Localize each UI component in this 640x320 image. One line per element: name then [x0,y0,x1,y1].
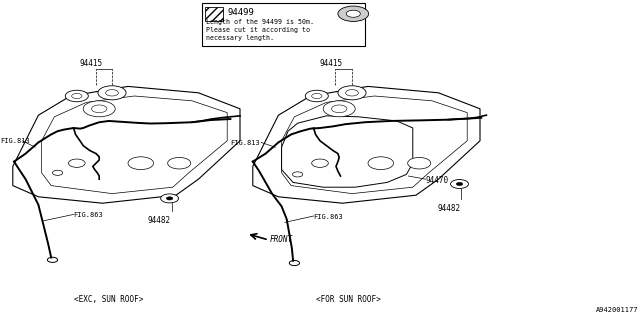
Circle shape [106,90,118,96]
Circle shape [161,194,179,203]
Circle shape [83,101,115,117]
Circle shape [312,93,322,99]
Circle shape [408,157,431,169]
Text: necessary length.: necessary length. [206,35,274,41]
Text: FIG.863: FIG.863 [74,212,103,218]
Circle shape [312,159,328,167]
Circle shape [92,105,107,113]
Circle shape [305,90,328,102]
Circle shape [128,157,154,170]
Bar [202,3,365,46]
Text: 94415: 94415 [80,60,103,68]
Circle shape [72,93,82,99]
Text: 94482: 94482 [438,204,461,213]
Text: Please cut it according to: Please cut it according to [206,27,310,33]
Circle shape [451,180,468,188]
Circle shape [168,157,191,169]
Circle shape [292,172,303,177]
Text: FIG.813: FIG.813 [1,138,30,144]
Text: 94415: 94415 [320,60,343,68]
Circle shape [332,105,347,113]
Text: FIG.813: FIG.813 [230,140,260,146]
Circle shape [166,197,173,200]
Text: <EXC, SUN ROOF>: <EXC, SUN ROOF> [74,295,143,304]
Circle shape [368,157,394,170]
Circle shape [52,170,63,175]
Circle shape [98,86,126,100]
Circle shape [65,90,88,102]
Circle shape [323,101,355,117]
Circle shape [338,6,369,21]
Text: FIG.863: FIG.863 [314,214,343,220]
Circle shape [346,10,360,17]
Text: 94499: 94499 [227,8,254,17]
Bar [205,7,223,21]
Circle shape [338,86,366,100]
Text: Length of the 94499 is 50m.: Length of the 94499 is 50m. [206,19,314,25]
Text: 94482: 94482 [147,216,170,225]
Circle shape [68,159,85,167]
Text: <FOR SUN ROOF>: <FOR SUN ROOF> [316,295,381,304]
Circle shape [456,182,463,186]
Text: 94470: 94470 [426,176,449,185]
Text: A942001177: A942001177 [596,307,639,313]
Text: FRONT: FRONT [270,235,293,244]
Circle shape [289,260,300,266]
Circle shape [47,257,58,262]
Circle shape [346,90,358,96]
